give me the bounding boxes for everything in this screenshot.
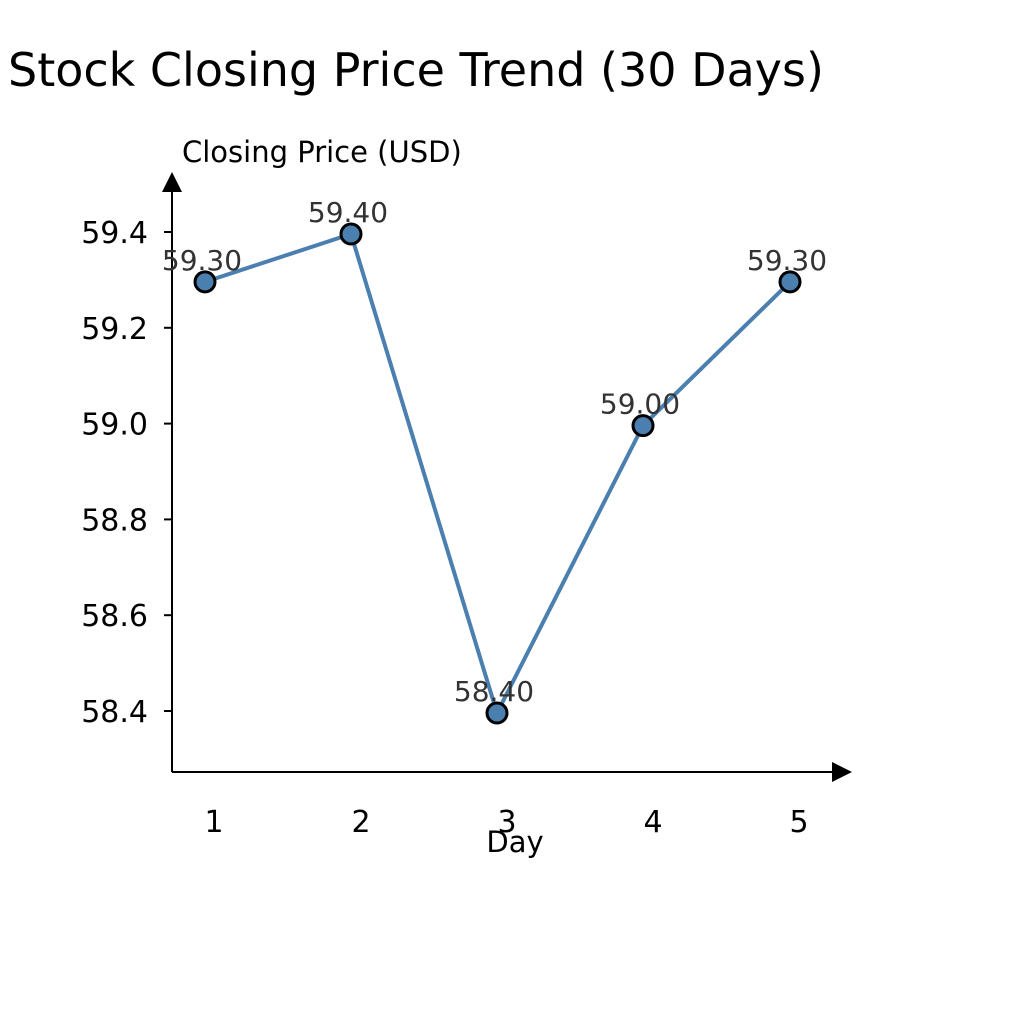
y-tick-label: 59.0 (81, 408, 148, 443)
data-point (339, 222, 363, 246)
chart-title: Stock Closing Price Trend (30 Days) (8, 43, 824, 97)
y-tick-label: 59.4 (81, 216, 148, 251)
x-axis-arrow (832, 762, 852, 782)
data-point (778, 270, 802, 294)
data-labels: 59.30 59.40 58.40 59.00 59.30 (162, 196, 827, 708)
x-tick-label: 4 (643, 805, 662, 840)
y-tick-label: 58.6 (81, 599, 148, 634)
data-point (485, 701, 509, 725)
axes (162, 172, 852, 782)
x-ticks: 1 2 3 4 5 (204, 805, 808, 840)
y-ticks: 58.4 58.6 58.8 59.0 59.2 59.4 (81, 216, 172, 730)
x-tick-label: 5 (789, 805, 808, 840)
data-label: 59.30 (162, 244, 242, 277)
data-label: 58.40 (454, 675, 534, 708)
series-group (193, 222, 802, 725)
x-tick-label: 3 (497, 805, 516, 840)
y-axis-arrow (162, 172, 182, 192)
x-tick-label: 1 (204, 805, 223, 840)
y-tick-label: 59.2 (81, 312, 148, 347)
data-label: 59.40 (308, 196, 388, 229)
data-point (193, 270, 217, 294)
data-label: 59.00 (600, 388, 680, 421)
y-tick-label: 58.8 (81, 503, 148, 538)
x-axis-label: Day (486, 825, 543, 859)
x-tick-label: 2 (351, 805, 370, 840)
data-label: 59.30 (747, 244, 827, 277)
series-line (203, 232, 792, 715)
y-axis-label: Closing Price (USD) (182, 135, 462, 169)
y-tick-label: 58.4 (81, 695, 148, 730)
data-point (631, 414, 655, 438)
